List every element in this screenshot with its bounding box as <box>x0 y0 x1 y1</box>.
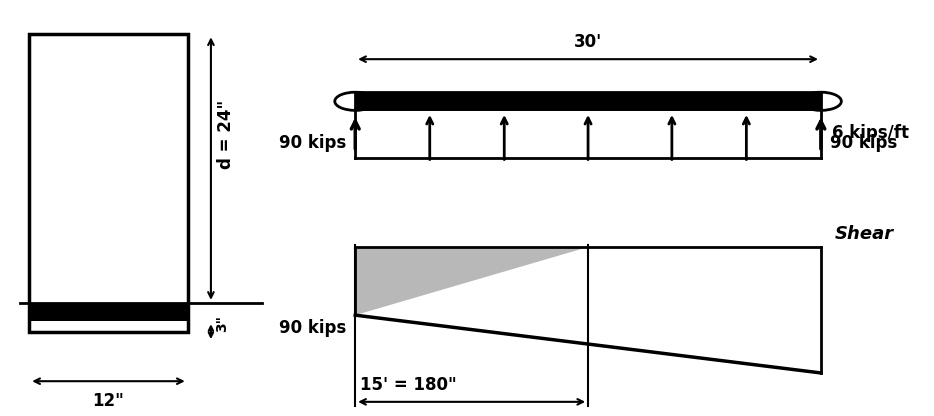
Bar <box>29 35 188 332</box>
Bar <box>355 92 821 109</box>
Text: 90 kips: 90 kips <box>830 134 898 152</box>
Text: d = 24": d = 24" <box>217 99 234 168</box>
Text: Shear: Shear <box>835 225 894 243</box>
Polygon shape <box>355 247 588 315</box>
Text: 3": 3" <box>215 314 229 332</box>
Text: 30': 30' <box>573 33 602 51</box>
Text: 12": 12" <box>92 391 124 409</box>
Text: 6 kips/ft: 6 kips/ft <box>832 124 909 143</box>
Text: 90 kips: 90 kips <box>278 319 346 337</box>
Text: 15' = 180": 15' = 180" <box>360 376 457 394</box>
Bar <box>29 303 188 321</box>
Text: 90 kips: 90 kips <box>278 134 346 152</box>
